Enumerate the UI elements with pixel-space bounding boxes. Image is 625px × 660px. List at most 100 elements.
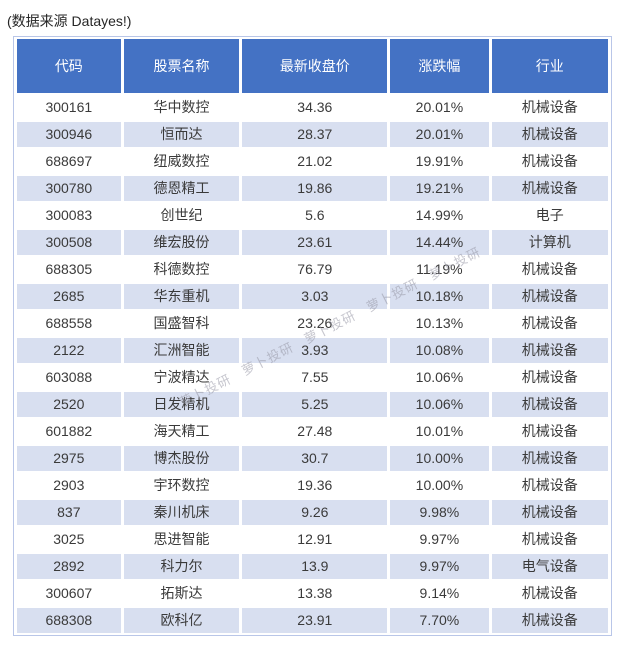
cell-change: 9.98%: [390, 500, 489, 525]
cell-change: 14.99%: [390, 203, 489, 228]
cell-code: 2520: [17, 392, 121, 417]
cell-name: 维宏股份: [123, 230, 240, 255]
cell-industry: 电气设备: [491, 554, 608, 579]
table-row: 300946 恒而达 28.37 20.01% 机械设备: [17, 122, 608, 147]
cell-industry: 机械设备: [491, 392, 608, 417]
table-row: 688697 纽威数控 21.02 19.91% 机械设备: [17, 149, 608, 174]
table-row: 2975 博杰股份 30.7 10.00% 机械设备: [17, 446, 608, 471]
cell-change: 20.01%: [390, 122, 489, 147]
col-header-name: 股票名称: [123, 39, 240, 93]
cell-close: 3.93: [242, 338, 388, 363]
cell-code: 300083: [17, 203, 121, 228]
cell-industry: 机械设备: [491, 257, 608, 282]
cell-code: 300161: [17, 95, 121, 120]
cell-close: 13.9: [242, 554, 388, 579]
cell-name: 拓斯达: [123, 581, 240, 606]
cell-close: 13.38: [242, 581, 388, 606]
table-row: 688558 国盛智科 23.26 10.13% 机械设备: [17, 311, 608, 336]
stock-table: 代码 股票名称 最新收盘价 涨跌幅 行业 300161 华中数控 34.36 20.01% 机械…: [13, 36, 612, 636]
cell-name: 博杰股份: [123, 446, 240, 471]
table-row: 601882 海天精工 27.48 10.01% 机械设备: [17, 419, 608, 444]
cell-change: 10.00%: [390, 446, 489, 471]
cell-close: 3.03: [242, 284, 388, 309]
cell-name: 思进智能: [123, 527, 240, 552]
cell-change: 11.19%: [390, 257, 489, 282]
table-row: 2122 汇洲智能 3.93 10.08% 机械设备: [17, 338, 608, 363]
cell-name: 华中数控: [123, 95, 240, 120]
cell-change: 10.01%: [390, 419, 489, 444]
cell-industry: 机械设备: [491, 311, 608, 336]
table-row: 3025 思进智能 12.91 9.97% 机械设备: [17, 527, 608, 552]
cell-industry: 计算机: [491, 230, 608, 255]
cell-code: 2892: [17, 554, 121, 579]
cell-industry: 机械设备: [491, 473, 608, 498]
cell-code: 300508: [17, 230, 121, 255]
cell-change: 10.06%: [390, 392, 489, 417]
cell-close: 19.86: [242, 176, 388, 201]
table-row: 688308 欧科亿 23.91 7.70% 机械设备: [17, 608, 608, 633]
cell-industry: 机械设备: [491, 527, 608, 552]
cell-name: 创世纪: [123, 203, 240, 228]
col-header-change: 涨跌幅: [390, 39, 489, 93]
table-row: 2685 华东重机 3.03 10.18% 机械设备: [17, 284, 608, 309]
cell-code: 688697: [17, 149, 121, 174]
cell-code: 300607: [17, 581, 121, 606]
cell-close: 30.7: [242, 446, 388, 471]
cell-close: 27.48: [242, 419, 388, 444]
cell-code: 2975: [17, 446, 121, 471]
cell-close: 28.37: [242, 122, 388, 147]
cell-code: 601882: [17, 419, 121, 444]
cell-code: 688308: [17, 608, 121, 633]
table-row: 300508 维宏股份 23.61 14.44% 计算机: [17, 230, 608, 255]
cell-close: 19.36: [242, 473, 388, 498]
cell-close: 21.02: [242, 149, 388, 174]
cell-name: 德恩精工: [123, 176, 240, 201]
cell-industry: 机械设备: [491, 176, 608, 201]
cell-industry: 电子: [491, 203, 608, 228]
cell-close: 23.26: [242, 311, 388, 336]
table-row: 300083 创世纪 5.6 14.99% 电子: [17, 203, 608, 228]
cell-industry: 机械设备: [491, 419, 608, 444]
table-row: 603088 宁波精达 7.55 10.06% 机械设备: [17, 365, 608, 390]
cell-name: 华东重机: [123, 284, 240, 309]
cell-change: 9.97%: [390, 527, 489, 552]
cell-name: 科德数控: [123, 257, 240, 282]
cell-code: 2122: [17, 338, 121, 363]
cell-close: 5.6: [242, 203, 388, 228]
cell-name: 宁波精达: [123, 365, 240, 390]
cell-name: 汇洲智能: [123, 338, 240, 363]
cell-change: 10.18%: [390, 284, 489, 309]
cell-name: 秦川机床: [123, 500, 240, 525]
cell-name: 欧科亿: [123, 608, 240, 633]
cell-change: 10.06%: [390, 365, 489, 390]
cell-code: 300946: [17, 122, 121, 147]
cell-industry: 机械设备: [491, 608, 608, 633]
cell-code: 837: [17, 500, 121, 525]
cell-change: 9.14%: [390, 581, 489, 606]
cell-close: 7.55: [242, 365, 388, 390]
col-header-code: 代码: [17, 39, 121, 93]
cell-industry: 机械设备: [491, 365, 608, 390]
cell-close: 76.79: [242, 257, 388, 282]
table-row: 2892 科力尔 13.9 9.97% 电气设备: [17, 554, 608, 579]
cell-industry: 机械设备: [491, 446, 608, 471]
table-row: 300607 拓斯达 13.38 9.14% 机械设备: [17, 581, 608, 606]
cell-change: 9.97%: [390, 554, 489, 579]
table-row: 837 秦川机床 9.26 9.98% 机械设备: [17, 500, 608, 525]
cell-change: 14.44%: [390, 230, 489, 255]
cell-change: 19.21%: [390, 176, 489, 201]
cell-close: 9.26: [242, 500, 388, 525]
cell-change: 10.13%: [390, 311, 489, 336]
cell-industry: 机械设备: [491, 500, 608, 525]
col-header-industry: 行业: [491, 39, 608, 93]
cell-close: 23.91: [242, 608, 388, 633]
cell-code: 688558: [17, 311, 121, 336]
cell-name: 纽威数控: [123, 149, 240, 174]
table-row: 2903 宇环数控 19.36 10.00% 机械设备: [17, 473, 608, 498]
cell-industry: 机械设备: [491, 149, 608, 174]
table-body: 300161 华中数控 34.36 20.01% 机械设备 300946 恒而达 28.37 2…: [17, 95, 608, 633]
cell-close: 23.61: [242, 230, 388, 255]
data-source-caption: (数据来源 Datayes!): [7, 13, 132, 29]
cell-change: 10.00%: [390, 473, 489, 498]
cell-industry: 机械设备: [491, 284, 608, 309]
